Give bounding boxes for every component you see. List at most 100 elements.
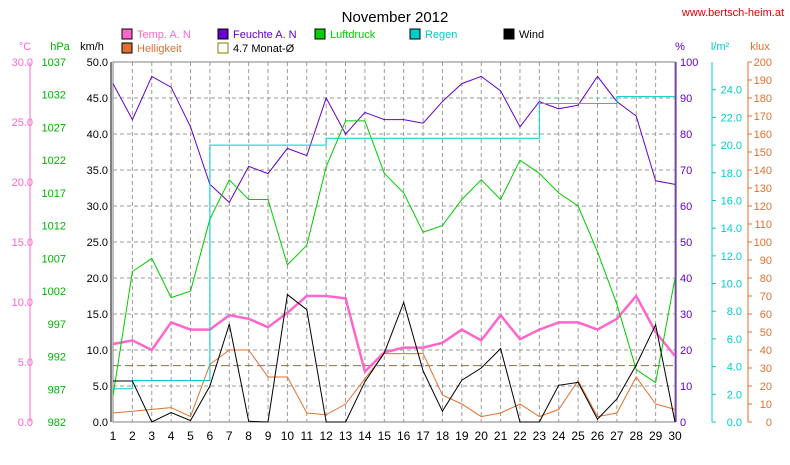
tick-label-kmh: 35.0: [87, 165, 108, 177]
tick-label-hpa: 982: [48, 417, 66, 429]
tick-label-klux: 50: [760, 327, 772, 339]
tick-label-kmh: 45.0: [87, 93, 108, 105]
x-tick-label: 3: [148, 429, 155, 443]
tick-label-lm2: 16.0: [721, 195, 742, 207]
tick-label-pct: 10: [680, 381, 692, 393]
series-line-luftdruck: [112, 120, 676, 396]
series-line-wind: [113, 293, 676, 423]
legend-label: Feuchte A. N: [233, 29, 297, 41]
x-tick-label: 24: [552, 429, 566, 443]
legend-swatch: [217, 28, 229, 40]
legend-label: Temp. A. N: [137, 29, 191, 41]
tick-label-lm2: 18.0: [721, 168, 742, 180]
tick-label-klux: 20: [760, 381, 772, 393]
series-line-helligkeit: [112, 349, 676, 418]
axis-unit-hpa: hPa: [50, 41, 70, 53]
axis-unit-kmh: km/h: [80, 41, 104, 53]
axis-unit-klux: klux: [750, 41, 770, 53]
x-tick-label: 11: [301, 429, 314, 443]
tick-label-klux: 140: [754, 165, 772, 177]
tick-label-temp: 25.0: [12, 117, 33, 129]
x-tick-label: 6: [207, 429, 214, 443]
x-tick-label: 14: [358, 429, 372, 443]
tick-label-klux: 190: [754, 75, 772, 87]
series-line-temp-a-n: [112, 293, 676, 375]
tick-label-hpa: 1002: [42, 286, 66, 298]
x-tick-label: 23: [533, 429, 547, 443]
legend-swatch: [217, 42, 229, 54]
tick-label-lm2: 4.0: [727, 362, 742, 374]
x-tick-label: 9: [265, 429, 272, 443]
x-tick-label: 26: [591, 429, 605, 443]
tick-label-klux: 60: [760, 309, 772, 321]
tick-label-pct: 60: [680, 201, 692, 213]
tick-label-hpa: 1032: [42, 90, 66, 102]
legend-swatch: [121, 28, 133, 40]
tick-label-hpa: 992: [48, 352, 66, 364]
tick-label-kmh: 15.0: [87, 309, 108, 321]
x-tick-label: 29: [649, 429, 663, 443]
tick-label-lm2: 12.0: [721, 251, 742, 263]
tick-label-pct: 80: [680, 129, 692, 141]
x-tick-label: 16: [397, 429, 411, 443]
tick-label-pct: 20: [680, 345, 692, 357]
tick-label-klux: 40: [760, 345, 772, 357]
tick-label-kmh: 30.0: [87, 201, 108, 213]
tick-label-klux: 30: [760, 363, 772, 375]
legend-label: 4.7 Monat-Ø: [233, 43, 295, 55]
tick-label-kmh: 5.0: [93, 381, 108, 393]
tick-label-klux: 170: [754, 111, 772, 123]
tick-label-lm2: 20.0: [721, 140, 742, 152]
tick-label-lm2: 14.0: [721, 223, 742, 235]
tick-label-lm2: 6.0: [727, 334, 742, 346]
tick-label-pct: 40: [680, 273, 692, 285]
axis-unit-pct: %: [675, 41, 685, 53]
legend-swatch: [503, 28, 515, 40]
tick-label-klux: 110: [754, 219, 772, 231]
tick-label-pct: 90: [680, 93, 692, 105]
tick-label-klux: 130: [754, 183, 772, 195]
tick-label-temp: 20.0: [12, 177, 33, 189]
tick-label-lm2: 24.0: [721, 85, 742, 97]
tick-label-klux: 80: [760, 273, 772, 285]
x-tick-label: 12: [319, 429, 333, 443]
tick-label-klux: 120: [754, 201, 772, 213]
tick-label-pct: 30: [680, 309, 692, 321]
tick-label-lm2: 0.0: [727, 417, 742, 429]
x-tick-label: 19: [455, 429, 469, 443]
chart-title: November 2012: [342, 9, 449, 26]
x-tick-label: 7: [226, 429, 233, 443]
tick-label-klux: 90: [760, 255, 772, 267]
tick-label-kmh: 50.0: [87, 57, 108, 69]
tick-label-hpa: 1012: [42, 221, 66, 233]
tick-label-hpa: 1037: [42, 57, 66, 69]
legend-label: Luftdruck: [330, 29, 376, 41]
tick-label-kmh: 40.0: [87, 129, 108, 141]
source-link[interactable]: www.bertsch-heim.at: [681, 7, 784, 19]
x-tick-label: 2: [129, 429, 136, 443]
x-tick-label: 21: [494, 429, 508, 443]
x-tick-label: 25: [571, 429, 585, 443]
tick-label-kmh: 20.0: [87, 273, 108, 285]
x-tick-label: 13: [339, 429, 353, 443]
tick-label-klux: 70: [760, 291, 772, 303]
tick-label-lm2: 22.0: [721, 112, 742, 124]
x-tick-label: 18: [436, 429, 450, 443]
tick-label-temp: 10.0: [12, 297, 33, 309]
x-tick-label: 17: [416, 429, 430, 443]
x-tick-label: 4: [168, 429, 175, 443]
axis-unit-lm2: l/m²: [711, 41, 730, 53]
tick-label-klux: 0: [766, 417, 772, 429]
tick-label-pct: 50: [680, 237, 692, 249]
tick-label-hpa: 1007: [42, 253, 66, 265]
tick-label-klux: 200: [754, 57, 772, 69]
x-tick-label: 20: [475, 429, 489, 443]
legend-swatch: [409, 28, 421, 40]
x-tick-label: 8: [245, 429, 252, 443]
tick-label-lm2: 8.0: [727, 306, 742, 318]
tick-label-hpa: 1022: [42, 155, 66, 167]
axis-unit-temp: °C: [19, 41, 31, 53]
x-tick-label: 5: [187, 429, 194, 443]
tick-label-hpa: 997: [48, 319, 66, 331]
legend-label: Wind: [519, 29, 544, 41]
